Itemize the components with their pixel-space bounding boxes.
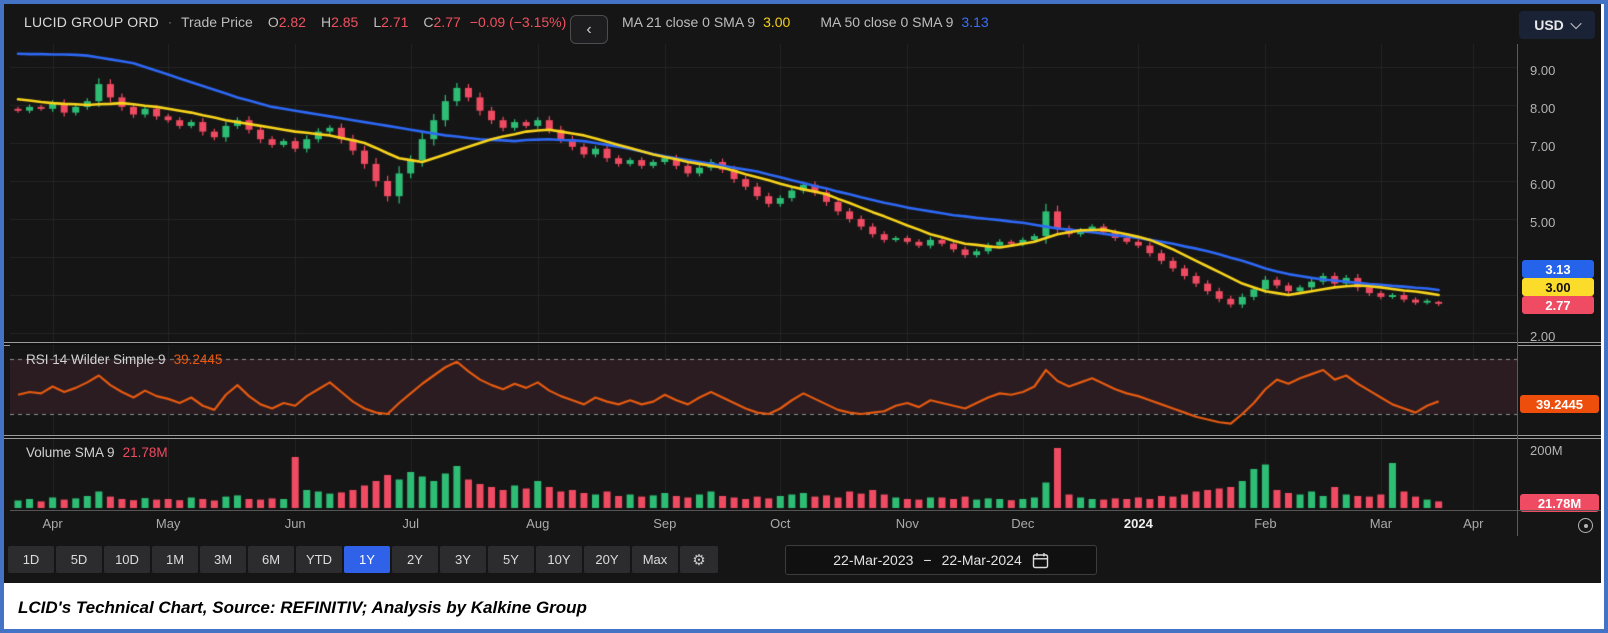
- volume-axis-label: 200M: [1530, 443, 1563, 458]
- volume-bar-chart[interactable]: [10, 439, 1517, 510]
- low-value: L2.71: [373, 14, 409, 30]
- x-axis-label: Nov: [895, 516, 919, 531]
- last-price-badge: 2.77: [1522, 296, 1594, 314]
- x-axis-label: Jun: [284, 516, 306, 531]
- ma-legend: MA 21 close 0 SMA 9 3.00 MA 50 close 0 S…: [622, 14, 989, 30]
- ma21-price-badge: 3.00: [1522, 278, 1594, 296]
- date-from: 22-Mar-2023: [833, 552, 914, 568]
- series-label: Trade Price: [180, 14, 253, 30]
- open-value: O2.82: [267, 14, 306, 30]
- volume-sma-badge: 21.78M: [1520, 494, 1599, 512]
- ma50-price-badge: 3.13: [1522, 260, 1594, 278]
- panel-resize-divider[interactable]: [4, 435, 1601, 439]
- range-button-10y[interactable]: 10Y: [536, 546, 582, 573]
- price-axis[interactable]: 9.00 8.00 7.00 6.00 5.00 2.00 3.13 3.00 2.77 39.2…: [1517, 44, 1602, 536]
- range-button-1m[interactable]: 1M: [152, 546, 198, 573]
- range-button-6m[interactable]: 6M: [248, 546, 294, 573]
- date-range-picker[interactable]: 22-Mar-2023 − 22-Mar-2024: [785, 545, 1097, 575]
- time-axis-corner: [1517, 510, 1601, 537]
- collapse-legend-button[interactable]: ‹: [570, 15, 608, 44]
- x-axis-label: 2024: [1123, 516, 1153, 531]
- range-button-2y[interactable]: 2Y: [392, 546, 438, 573]
- price-tick-label: 2.00: [1530, 329, 1556, 344]
- chart-settings-gear-icon[interactable]: ⚙: [680, 546, 718, 573]
- chart-header: LUCID GROUP ORD · Trade Price O2.82 H2.8…: [4, 4, 1601, 44]
- chevron-down-icon: [1570, 17, 1582, 30]
- price-candlestick-chart[interactable]: [10, 44, 1517, 342]
- rsi-legend: RSI 14 Wilder Simple 9 39.2445: [26, 352, 222, 367]
- change-value: −0.09 (−3.15%): [469, 14, 567, 30]
- time-axis[interactable]: Apr May Jun Jul Aug Sep Oct Nov Dec 2024 Feb Mar Apr: [10, 510, 1517, 537]
- range-button-20y[interactable]: 20Y: [584, 546, 630, 573]
- close-value: C2.77: [423, 14, 461, 30]
- range-button-10d[interactable]: 10D: [104, 546, 150, 573]
- price-tick-label: 6.00: [1530, 177, 1556, 192]
- range-button-5y[interactable]: 5Y: [488, 546, 534, 573]
- date-to: 22-Mar-2024: [941, 552, 1022, 568]
- x-axis-label: Sep: [653, 516, 677, 531]
- calendar-icon: [1032, 552, 1048, 568]
- ma50-value: 3.13: [961, 14, 989, 30]
- range-button-3m[interactable]: 3M: [200, 546, 246, 573]
- x-axis-label: Jul: [402, 516, 419, 531]
- rsi-label: RSI 14 Wilder Simple 9: [26, 352, 166, 367]
- date-separator: −: [923, 552, 932, 568]
- chevron-left-icon: ‹: [586, 20, 592, 38]
- currency-label: USD: [1534, 17, 1564, 33]
- range-button-5d[interactable]: 5D: [56, 546, 102, 573]
- bottom-toolbar: 1D 5D 10D 1M 3M 6M YTD 1Y 2Y 3Y 5Y 10Y 20Y Max ⚙ 22-Ma…: [4, 536, 1601, 583]
- range-button-1d[interactable]: 1D: [8, 546, 54, 573]
- range-buttons: 1D 5D 10D 1M 3M 6M YTD 1Y 2Y 3Y 5Y 10Y 20Y Max ⚙: [8, 546, 718, 573]
- price-tick-label: 9.00: [1530, 63, 1556, 78]
- ma50-label: MA 50 close 0 SMA 9: [820, 14, 954, 30]
- x-axis-label: Aug: [526, 516, 550, 531]
- price-tick-label: 8.00: [1530, 101, 1556, 116]
- volume-value: 21.78M: [122, 445, 168, 460]
- currency-selector[interactable]: USD: [1519, 11, 1595, 39]
- price-tick-label: 5.00: [1530, 215, 1556, 230]
- range-button-1y[interactable]: 1Y: [344, 546, 390, 573]
- separator-dot: ·: [167, 15, 172, 29]
- rsi-indicator-chart[interactable]: [10, 345, 1517, 435]
- x-axis-label: Oct: [770, 516, 791, 531]
- x-axis-label: Mar: [1369, 516, 1393, 531]
- x-axis-label: Apr: [1463, 516, 1484, 531]
- rsi-value-badge: 39.2445: [1520, 395, 1599, 413]
- x-axis-label: Feb: [1254, 516, 1277, 531]
- volume-legend: Volume SMA 9 21.78M: [26, 445, 168, 460]
- volume-label: Volume SMA 9: [26, 445, 115, 460]
- x-axis-label: May: [155, 516, 181, 531]
- instrument-legend: LUCID GROUP ORD · Trade Price O2.82 H2.8…: [24, 14, 566, 30]
- price-tick-label: 7.00: [1530, 139, 1556, 154]
- chart-application: LUCID GROUP ORD · Trade Price O2.82 H2.8…: [4, 4, 1601, 583]
- ma21-label: MA 21 close 0 SMA 9: [622, 14, 756, 30]
- instrument-name: LUCID GROUP ORD: [24, 14, 159, 30]
- high-value: H2.85: [320, 14, 359, 30]
- ma21-value: 3.00: [763, 14, 791, 30]
- x-axis-label: Apr: [42, 516, 63, 531]
- x-axis-label: Dec: [1011, 516, 1035, 531]
- rsi-value: 39.2445: [173, 352, 223, 367]
- figure-caption: LCID's Technical Chart, Source: REFINITI…: [4, 583, 1604, 629]
- range-button-max[interactable]: Max: [632, 546, 678, 573]
- range-button-ytd[interactable]: YTD: [296, 546, 342, 573]
- axis-settings-icon[interactable]: [1578, 518, 1593, 533]
- range-button-3y[interactable]: 3Y: [440, 546, 486, 573]
